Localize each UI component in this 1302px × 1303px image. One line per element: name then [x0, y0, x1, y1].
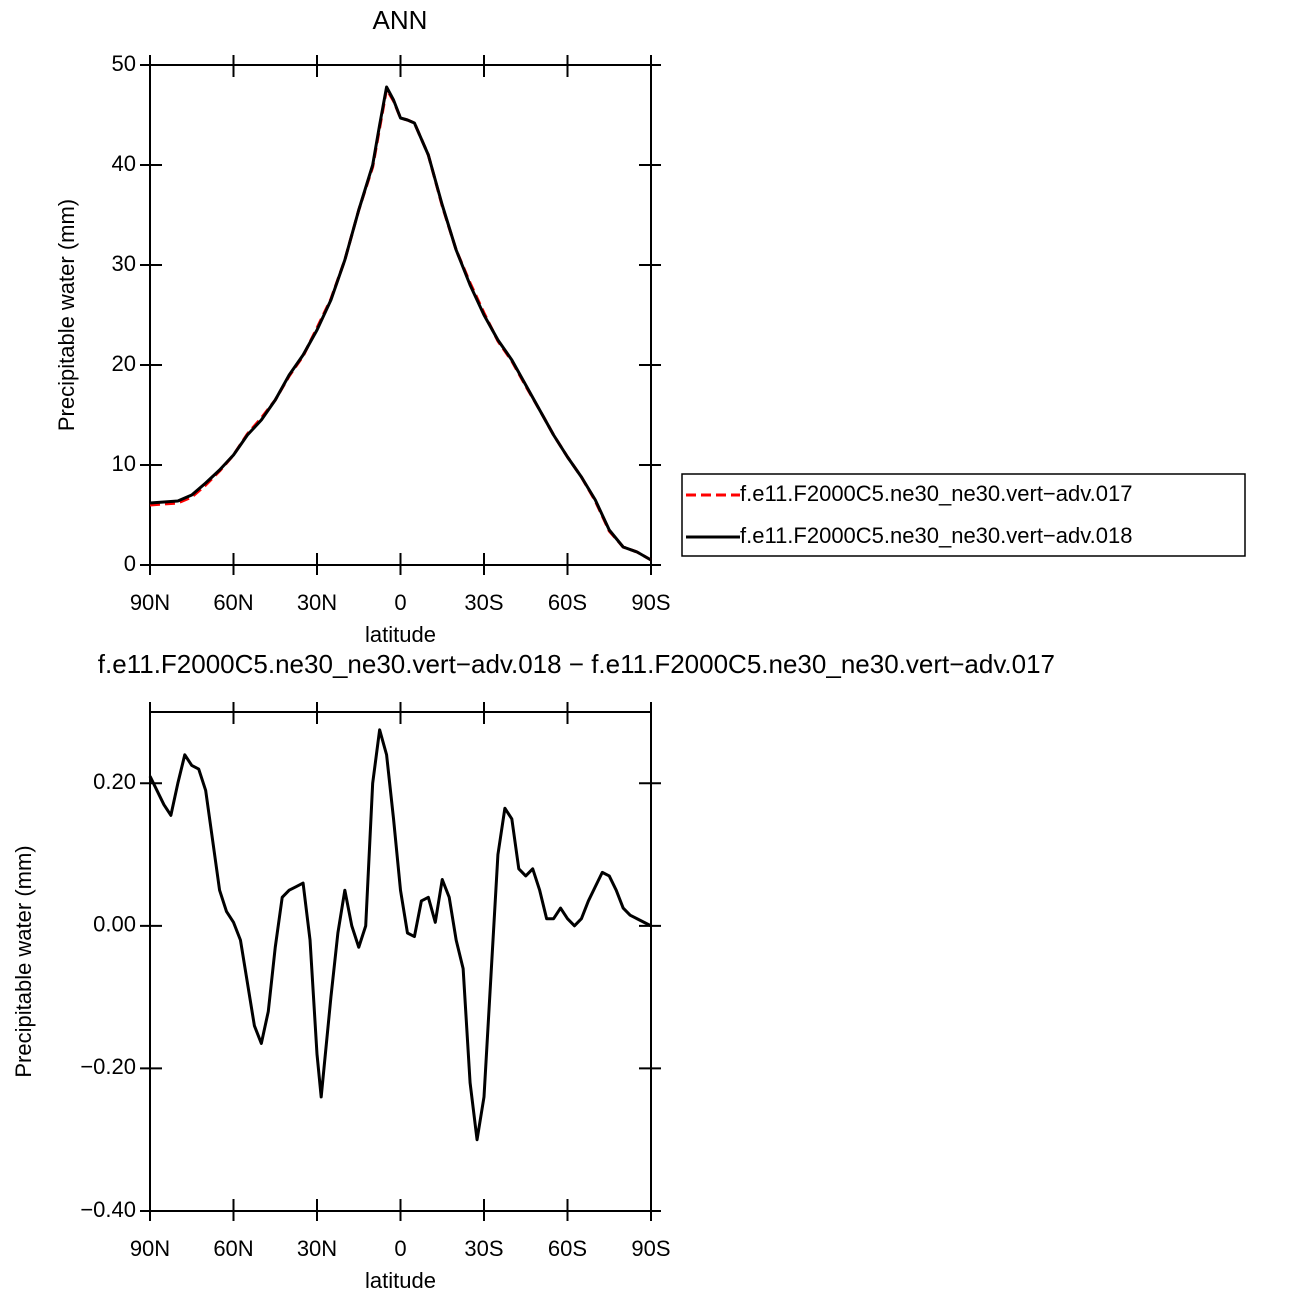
y-tick-label: 10	[112, 451, 136, 476]
x-tick-label: 90N	[130, 590, 170, 615]
y-axis-label: Precipitable water (mm)	[11, 845, 36, 1077]
x-tick-label: 0	[394, 590, 406, 615]
chart-title: ANN	[373, 5, 428, 35]
y-tick-label: 40	[112, 151, 136, 176]
x-tick-label: 60S	[548, 1236, 587, 1261]
data-line	[148, 728, 652, 1142]
x-tick-label: 30N	[297, 590, 337, 615]
legend-label: f.e11.F2000C5.ne30_ne30.vert−adv.018	[740, 523, 1132, 548]
y-tick-label: 0.00	[93, 912, 136, 937]
data-line	[149, 87, 652, 562]
y-tick-label: −0.40	[80, 1197, 136, 1222]
x-tick-label: 90S	[631, 1236, 670, 1261]
x-tick-label: 60S	[548, 590, 587, 615]
data-line	[149, 85, 652, 562]
x-tick-label: 60N	[213, 590, 253, 615]
x-tick-label: 0	[394, 1236, 406, 1261]
chart-title: f.e11.F2000C5.ne30_ne30.vert−adv.018 − f…	[98, 649, 1055, 679]
y-tick-label: 30	[112, 251, 136, 276]
plot-frame	[149, 64, 652, 566]
x-tick-label: 90S	[631, 590, 670, 615]
y-tick-label: 0.20	[93, 769, 136, 794]
x-axis-label: latitude	[365, 622, 436, 647]
x-tick-label: 90N	[130, 1236, 170, 1261]
x-tick-label: 60N	[213, 1236, 253, 1261]
x-tick-label: 30S	[464, 1236, 503, 1261]
legend-label: f.e11.F2000C5.ne30_ne30.vert−adv.017	[740, 481, 1132, 506]
y-tick-label: −0.20	[80, 1054, 136, 1079]
plot-frame	[149, 711, 652, 1212]
x-tick-label: 30S	[464, 590, 503, 615]
x-tick-label: 30N	[297, 1236, 337, 1261]
x-axis-label: latitude	[365, 1268, 436, 1293]
y-tick-label: 0	[124, 551, 136, 576]
y-tick-label: 20	[112, 351, 136, 376]
y-tick-label: 50	[112, 51, 136, 76]
y-axis-label: Precipitable water (mm)	[54, 199, 79, 431]
legend-box	[681, 473, 1246, 557]
